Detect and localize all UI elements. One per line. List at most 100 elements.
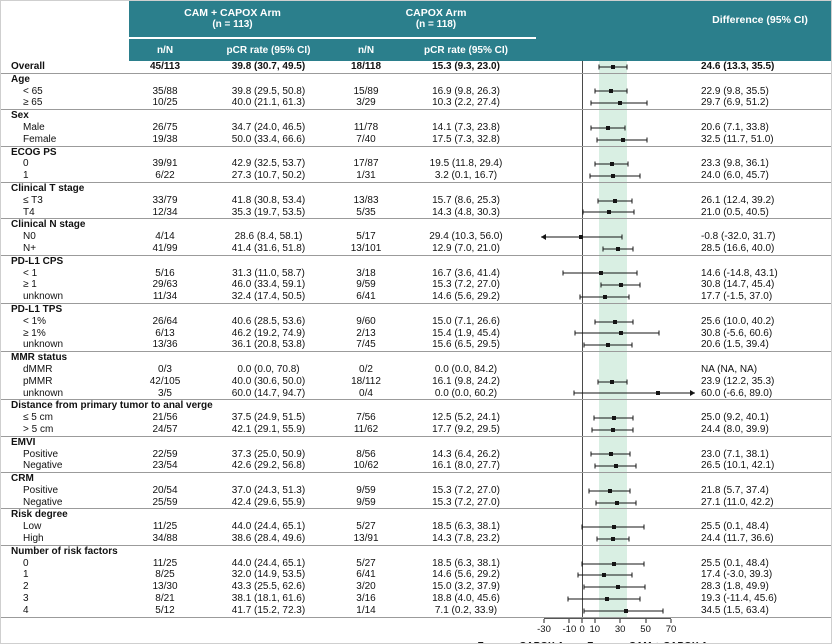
- table-row: Low 11/25 44.0 (24.4, 65.1) 5/27 18.5 (6…: [1, 521, 831, 533]
- cam-n-over-N: 26/64: [152, 315, 178, 327]
- capox-pcr-rate: 29.4 (10.3, 56.0): [429, 231, 503, 243]
- ci-cap-high: [628, 536, 630, 542]
- point-estimate-marker: [604, 596, 609, 601]
- plot-scale: [544, 437, 671, 449]
- forest-plot-cell: [536, 170, 689, 182]
- ci-line: [584, 586, 646, 588]
- header-plot-spacer: [536, 1, 689, 39]
- cam-pcr-rate: 38.1 (18.1, 61.6): [231, 593, 306, 605]
- forest-plot-cell: [536, 256, 689, 268]
- ci-cap-low: [598, 64, 600, 70]
- row-label: pMMR: [23, 375, 53, 387]
- plot-scale: [544, 376, 671, 388]
- table-row: ≥ 1% 6/13 46.2 (19.2, 74.9) 2/13 15.4 (1…: [1, 328, 831, 340]
- plot-scale: [541, 231, 671, 243]
- plot-scale: [544, 243, 671, 255]
- difference-value: 25.6 (10.0, 40.2): [701, 315, 775, 327]
- row-label: ≤ 5 cm: [23, 412, 53, 424]
- cam-pcr-rate: 32.0 (14.9, 53.5): [231, 569, 306, 581]
- difference-value: [689, 352, 831, 364]
- ci-cap-high: [633, 209, 635, 215]
- capox-pcr-header: pCR rate (95% CI): [396, 39, 536, 61]
- plot-scale: [544, 569, 671, 581]
- table-row: Number of risk factors: [1, 544, 831, 558]
- cam-n-over-N: [129, 147, 201, 159]
- capox-n-over-N: 2/13: [356, 327, 376, 339]
- point-estimate-marker: [613, 198, 618, 203]
- row-label: T4: [23, 206, 35, 218]
- difference-value: 60.0 (-6.6, 89.0): [701, 387, 773, 399]
- cam-pcr-rate: 32.4 (17.4, 50.5): [231, 291, 306, 303]
- forest-plot-cell: [536, 219, 689, 231]
- forest-plot-cell: [536, 183, 689, 195]
- difference-value: 24.4 (11.7, 36.6): [701, 533, 774, 545]
- axis-scale: -30 -10 0 10 30 50 70: [537, 617, 676, 641]
- arm2-n: (n = 118): [415, 19, 457, 30]
- table-row: Positive 22/59 37.3 (25.0, 50.9) 8/56 14…: [1, 449, 831, 461]
- capox-pcr-rate: 14.1 (7.3, 23.8): [432, 121, 500, 133]
- row-label: N+: [23, 242, 37, 254]
- ci-cap-high: [627, 161, 629, 167]
- axis-tick: [670, 618, 672, 623]
- table-row: Male 26/75 34.7 (24.0, 46.5) 11/78 14.1 …: [1, 122, 831, 134]
- ci-cap-high: [643, 561, 645, 567]
- table-row: unknown 3/5 60.0 (14.7, 94.7) 0/4 0.0 (0…: [1, 388, 831, 400]
- row-label: ≤ T3: [23, 194, 43, 206]
- cam-n-over-N: [129, 304, 201, 316]
- row-label: unknown: [23, 291, 64, 303]
- cam-pcr-rate: 46.0 (33.4, 59.1): [231, 279, 306, 291]
- cam-pcr-rate: [201, 183, 336, 195]
- row-label: EMVI: [11, 436, 36, 448]
- ci-cap-low: [588, 488, 590, 494]
- forest-plot-cell: [536, 268, 689, 280]
- forest-plot-cell: [536, 147, 689, 159]
- capox-pcr-rate: 16.1 (9.8, 24.2): [432, 375, 500, 387]
- difference-value: [689, 147, 831, 159]
- plot-scale: [544, 195, 671, 207]
- capox-pcr-rate: 15.0 (7.1, 26.6): [432, 315, 500, 327]
- ci-cap-high: [626, 379, 628, 385]
- row-label: ECOG PS: [11, 146, 57, 158]
- capox-pcr-rate: [396, 473, 536, 485]
- cam-pcr-rate: 0.0 (0.0, 70.8): [237, 363, 300, 375]
- difference-value: 17.4 (-3.0, 39.3): [701, 569, 773, 581]
- ci-line: [584, 610, 663, 612]
- table-row: Sex: [1, 109, 831, 122]
- arm1-title: CAM + CAPOX Arm: [184, 7, 281, 19]
- table-row: unknown 11/34 32.4 (17.4, 50.5) 6/41 14.…: [1, 291, 831, 303]
- capox-pcr-rate: [396, 509, 536, 521]
- difference-value: 32.5 (11.7, 51.0): [701, 133, 774, 145]
- cam-nN-header: n/N: [129, 39, 201, 61]
- table-row: ≤ T3 33/79 41.8 (30.8, 53.4) 13/83 15.7 …: [1, 195, 831, 207]
- capox-n-over-N: 9/60: [356, 315, 376, 327]
- ci-cap-high: [632, 319, 634, 325]
- cam-pcr-rate: 42.6 (29.2, 56.8): [231, 460, 306, 472]
- forest-plot-cell: [536, 485, 689, 497]
- difference-value: [689, 256, 831, 268]
- cam-pcr-rate: 39.8 (30.7, 49.5): [231, 61, 306, 72]
- capox-pcr-rate: [396, 352, 536, 364]
- plot-scale: [544, 183, 671, 195]
- ci-cap-low: [589, 173, 591, 179]
- capox-pcr-rate: 14.6 (5.6, 29.2): [432, 569, 500, 581]
- cam-n-over-N: 45/113: [149, 61, 181, 72]
- ci-cap-low: [602, 246, 604, 252]
- cam-pcr-rate: [201, 110, 336, 122]
- cam-n-over-N: 6/13: [155, 327, 175, 339]
- capox-n-over-N: 15/89: [353, 85, 379, 97]
- difference-value: 29.7 (6.9, 51.2): [701, 97, 769, 109]
- cam-n-over-N: 42/105: [149, 375, 181, 387]
- row-label: 3: [23, 593, 29, 605]
- arm2-title: CAPOX Arm: [405, 7, 467, 19]
- difference-value: NA (NA, NA): [701, 363, 758, 375]
- cam-pcr-rate: 31.3 (11.0, 58.7): [232, 267, 305, 279]
- table-row: ECOG PS: [1, 145, 831, 159]
- cam-pcr-rate: 41.4 (31.6, 51.8): [231, 242, 306, 254]
- cam-n-over-N: 13/30: [152, 581, 178, 593]
- ci-cap-low: [577, 572, 579, 578]
- capox-n-over-N: 5/35: [356, 206, 376, 218]
- zero-reference-line: [582, 61, 584, 617]
- ci-cap-high: [631, 198, 633, 204]
- row-label: 2: [23, 581, 29, 593]
- axis-tick: [645, 618, 647, 623]
